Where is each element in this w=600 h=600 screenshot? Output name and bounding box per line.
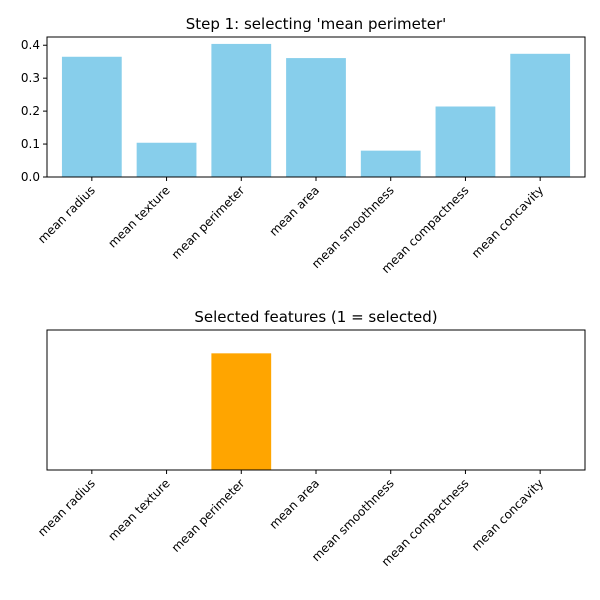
x-tick-label: mean radius <box>35 183 98 246</box>
chart-selected-features: Selected features (1 = selected) mean ra… <box>35 308 586 569</box>
x-tick-label: mean area <box>267 183 323 239</box>
x-tick-label: mean texture <box>105 183 172 250</box>
bar-mean-compactness <box>435 106 496 177</box>
y-tick-label: 0.4 <box>21 38 40 52</box>
x-tick-label: mean texture <box>105 476 172 543</box>
x-tick-label: mean concavity <box>469 476 546 553</box>
y-tick-label: 0.3 <box>21 71 40 85</box>
x-tick-label: mean concavity <box>469 183 546 260</box>
y-tick-label: 0.2 <box>21 104 40 118</box>
bar-mean-smoothness <box>360 150 421 177</box>
y-tick-label: 0.1 <box>21 137 40 151</box>
bar-mean-perimeter <box>211 43 272 177</box>
chart-title: Selected features (1 = selected) <box>194 308 437 326</box>
x-tick-label: mean smoothness <box>309 183 397 271</box>
chart-title: Step 1: selecting 'mean perimeter' <box>186 15 447 33</box>
x-tick-label: mean perimeter <box>169 183 248 262</box>
bars-group <box>61 43 571 177</box>
plot-frame <box>46 36 586 178</box>
x-tick-label: mean smoothness <box>309 476 397 564</box>
bar-mean-radius <box>61 56 122 177</box>
x-tick-label: mean radius <box>35 476 98 539</box>
y-tick-group: 0.0 0.1 0.2 0.3 0.4 <box>21 38 47 184</box>
bar-mean-area <box>286 58 346 177</box>
x-tick-label: mean area <box>267 476 323 532</box>
bars-group <box>211 353 272 470</box>
y-tick-label: 0.0 <box>21 170 40 184</box>
chart-step1: Step 1: selecting 'mean perimeter' mean … <box>21 15 586 276</box>
bar-mean-perimeter <box>211 353 272 470</box>
bar-mean-concavity <box>510 53 571 177</box>
plot-frame <box>46 329 586 471</box>
bar-mean-texture <box>136 142 197 177</box>
x-tick-label: mean perimeter <box>169 476 248 555</box>
